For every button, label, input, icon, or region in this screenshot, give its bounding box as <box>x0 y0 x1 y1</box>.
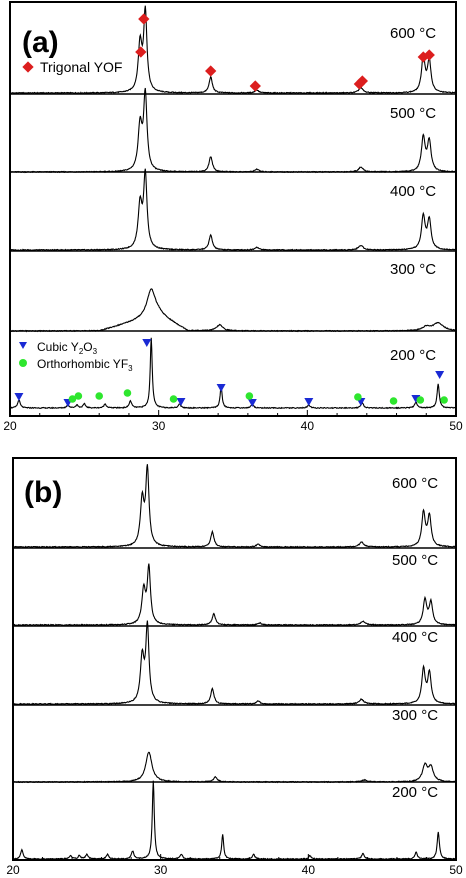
trigonal-yof-marker <box>423 49 435 61</box>
panel-b-label: (b) <box>24 476 62 509</box>
panel-a-curve <box>9 5 457 95</box>
panel-a-curve <box>9 288 457 333</box>
panel-b-label-200: 200 °C <box>392 784 438 801</box>
panel-b-curve <box>12 563 457 627</box>
x-tick-label: 50 <box>449 863 463 877</box>
panel-a-curve <box>9 168 457 252</box>
panel-b-curve <box>12 780 457 861</box>
panel-a-curve <box>9 337 457 410</box>
trigonal-yof-marker <box>135 46 147 58</box>
x-tick-label: 40 <box>302 863 316 877</box>
panel-b-curve <box>12 620 457 706</box>
x-tick-label: 30 <box>152 419 166 433</box>
orthorhombic-yf3-marker <box>389 397 398 405</box>
panel-b-x-axis: 20 30 40 50 <box>6 854 463 877</box>
panel-a-frame <box>9 1 457 417</box>
orthorhombic-yf3-marker <box>416 396 425 404</box>
trigonal-yof-marker <box>138 13 150 25</box>
panel-b-plot <box>12 464 457 861</box>
panel-a-label-200: 200 °C <box>390 347 436 364</box>
panel-a-label-300: 300 °C <box>390 261 436 278</box>
panel-b-curve <box>12 464 457 549</box>
legend-orthorhombic-yf3-label: Orthorhombic YF3 <box>37 357 133 373</box>
orthorhombic-yf3-marker <box>68 395 77 403</box>
orthorhombic-yf3-marker <box>95 392 103 400</box>
orthorhombic-yf3-marker <box>440 396 448 404</box>
panel-b-label-300: 300 °C <box>392 707 438 724</box>
circle-marker-icon <box>19 359 27 367</box>
panel-a-label-400: 400 °C <box>390 183 436 200</box>
cubic-y2o3-marker <box>14 393 24 401</box>
legend-orthorhombic-yf3: Orthorhombic YF3 <box>19 357 133 373</box>
legend-cubic-y2o3-label: Cubic Y2O3 <box>37 340 98 356</box>
cubic-y2o3-marker <box>435 371 445 379</box>
legend-trigonal-yof: Trigonal YOF <box>22 59 122 75</box>
cubic-y2o3-marker <box>216 384 226 392</box>
x-tick-label: 20 <box>6 863 20 877</box>
panel-b-curve <box>12 751 456 784</box>
triangle-down-marker-icon <box>19 342 27 349</box>
x-tick-label: 50 <box>449 419 463 433</box>
cubic-y2o3-marker <box>247 399 257 407</box>
x-tick-label: 20 <box>3 419 17 433</box>
panel-a-x-axis: 20 30 40 50 <box>3 410 463 433</box>
legend-trigonal-yof-label: Trigonal YOF <box>40 59 122 75</box>
orthorhombic-yf3-marker <box>354 393 362 401</box>
trigonal-yof-marker <box>205 65 217 77</box>
cubic-y2o3-marker <box>142 339 152 347</box>
trigonal-yof-marker <box>249 80 261 92</box>
panel-b-label-600: 600 °C <box>392 475 438 492</box>
cubic-y2o3-marker <box>304 398 314 406</box>
legend-cubic-y2o3: Cubic Y2O3 <box>19 340 98 356</box>
panel-b-frame <box>12 457 457 861</box>
cubic-y2o3-marker <box>176 398 186 406</box>
panel-a-plot <box>9 5 457 410</box>
panel-b-label-400: 400 °C <box>392 629 438 646</box>
x-tick-label: 30 <box>154 863 168 877</box>
orthorhombic-yf3-marker <box>123 389 132 397</box>
panel-a-label-600: 600 °C <box>390 25 436 42</box>
x-tick-label: 40 <box>301 419 315 433</box>
panel-a-label: (a) <box>22 26 59 59</box>
orthorhombic-yf3-marker <box>74 392 83 400</box>
orthorhombic-yf3-marker <box>245 392 254 400</box>
panel-b-label-500: 500 °C <box>392 552 438 569</box>
panel-a-curve <box>9 87 457 174</box>
diamond-marker-icon <box>22 61 34 73</box>
orthorhombic-yf3-marker <box>169 395 178 403</box>
panel-a-label-500: 500 °C <box>390 105 436 122</box>
